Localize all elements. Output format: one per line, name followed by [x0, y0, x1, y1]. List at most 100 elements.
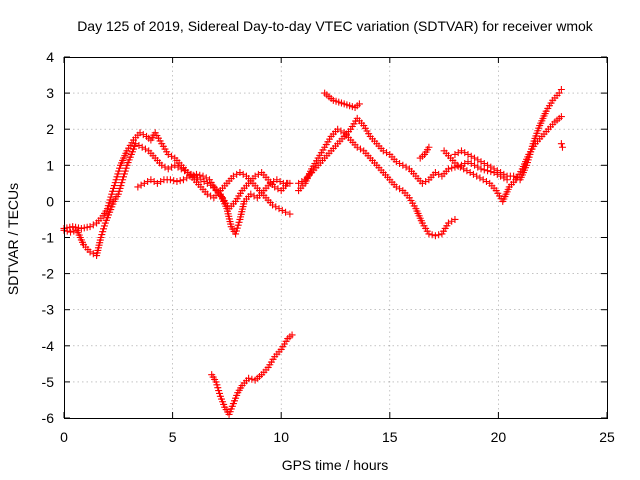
grid: [64, 57, 607, 418]
data-point: [69, 223, 77, 231]
data-point: [273, 176, 281, 184]
data-point: [337, 127, 345, 135]
x-axis-label: GPS time / hours: [282, 457, 389, 473]
data-point: [110, 182, 118, 190]
data-point: [176, 177, 184, 185]
data-point: [464, 150, 472, 158]
data-point: [250, 192, 258, 200]
data-point: [232, 227, 240, 235]
data-point: [168, 163, 176, 171]
data-point: [463, 167, 471, 175]
data-point: [435, 231, 443, 239]
data-point: [555, 89, 563, 97]
data-point: [110, 184, 118, 192]
data-point: [448, 164, 456, 172]
y-tick-label: -5: [42, 374, 55, 390]
data-point: [111, 179, 119, 187]
data-point: [216, 389, 224, 397]
data-point: [192, 170, 200, 178]
x-tick-label: 25: [599, 429, 615, 445]
data-marks: [60, 85, 566, 418]
data-point: [118, 179, 126, 187]
data-point: [286, 210, 294, 218]
data-point: [476, 174, 484, 182]
data-point: [150, 178, 158, 186]
data-point: [254, 170, 262, 178]
data-point: [179, 176, 187, 184]
y-tick-label: 1: [46, 157, 54, 173]
data-point: [70, 227, 78, 235]
series-track-e: [295, 114, 511, 187]
data-point: [83, 223, 91, 231]
data-point: [466, 169, 474, 177]
data-point: [106, 196, 114, 204]
data-point: [471, 161, 479, 169]
data-point: [114, 190, 122, 198]
data-point: [422, 178, 430, 186]
data-point: [213, 381, 221, 389]
data-point: [72, 223, 80, 231]
data-point: [355, 100, 363, 108]
data-point: [274, 185, 282, 193]
x-tick-label: 5: [169, 429, 177, 445]
data-point: [186, 172, 194, 180]
data-point: [89, 250, 97, 258]
data-point: [233, 224, 241, 232]
x-tick-label: 20: [491, 429, 507, 445]
data-point: [232, 230, 240, 238]
data-point: [114, 170, 122, 178]
data-point: [183, 174, 191, 182]
data-point: [196, 171, 204, 179]
data-point: [117, 182, 125, 190]
series-track-b: [60, 129, 294, 232]
data-point: [120, 173, 128, 181]
axis-ticks: [63, 56, 608, 419]
data-point: [105, 199, 113, 207]
y-tick-label: -4: [42, 338, 55, 354]
x-tick-label: 10: [273, 429, 289, 445]
data-point: [477, 158, 485, 166]
series-track-i: [451, 85, 565, 184]
data-point: [116, 184, 124, 192]
data-point: [168, 152, 176, 160]
data-point: [173, 178, 181, 186]
data-point: [383, 149, 391, 157]
data-point: [153, 179, 161, 187]
data-point: [448, 217, 456, 225]
data-point: [100, 225, 108, 233]
data-point: [166, 176, 174, 184]
data-point: [461, 149, 469, 157]
data-point: [444, 165, 452, 173]
data-point: [181, 167, 189, 175]
data-point: [469, 170, 477, 178]
chart-title: Day 125 of 2019, Sidereal Day-to-day VTE…: [77, 18, 594, 34]
data-point: [89, 221, 97, 229]
data-point: [356, 145, 364, 153]
data-point: [134, 183, 142, 191]
data-point: [425, 230, 433, 238]
data-point: [170, 177, 178, 185]
data-point: [431, 232, 439, 240]
data-point: [278, 206, 286, 214]
data-point: [288, 331, 296, 339]
series-track-j: [416, 140, 566, 162]
series-track-h: [440, 113, 565, 205]
data-point: [396, 185, 404, 193]
data-point: [212, 378, 220, 386]
data-point: [479, 176, 487, 184]
data-point: [493, 167, 501, 175]
data-point: [214, 384, 222, 392]
data-point: [116, 164, 124, 172]
data-point: [77, 224, 85, 232]
series-track-d: [208, 331, 296, 418]
data-point: [174, 163, 182, 171]
data-point: [480, 166, 488, 174]
series-track-g: [321, 89, 363, 112]
data-point: [164, 165, 172, 173]
data-point: [471, 154, 479, 162]
data-point: [282, 208, 290, 216]
series-track-f: [295, 125, 459, 240]
data-point: [135, 141, 143, 149]
data-point: [108, 190, 116, 198]
